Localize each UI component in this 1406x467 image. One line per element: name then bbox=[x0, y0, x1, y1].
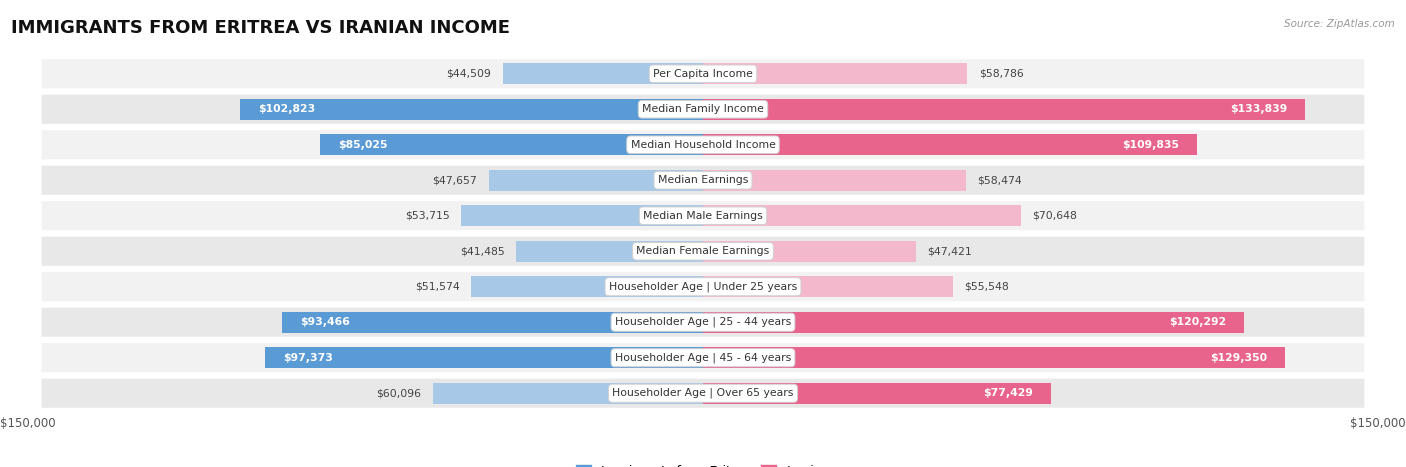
Bar bbox=[703, 241, 917, 262]
Text: Median Earnings: Median Earnings bbox=[658, 175, 748, 185]
Text: $109,835: $109,835 bbox=[1122, 140, 1180, 150]
Text: Householder Age | 45 - 64 years: Householder Age | 45 - 64 years bbox=[614, 353, 792, 363]
Bar bbox=[503, 64, 703, 84]
Bar bbox=[264, 347, 703, 368]
Bar bbox=[240, 99, 703, 120]
Text: Per Capita Income: Per Capita Income bbox=[652, 69, 754, 79]
Text: $47,421: $47,421 bbox=[928, 246, 973, 256]
Bar bbox=[703, 383, 1052, 403]
FancyBboxPatch shape bbox=[42, 343, 1364, 372]
Text: Median Family Income: Median Family Income bbox=[643, 104, 763, 114]
FancyBboxPatch shape bbox=[42, 308, 1364, 337]
FancyBboxPatch shape bbox=[42, 237, 1364, 266]
Bar bbox=[703, 276, 953, 297]
Text: $47,657: $47,657 bbox=[433, 175, 477, 185]
Bar bbox=[703, 64, 967, 84]
Text: $58,474: $58,474 bbox=[977, 175, 1022, 185]
Bar bbox=[703, 134, 1197, 155]
Text: $120,292: $120,292 bbox=[1168, 317, 1226, 327]
FancyBboxPatch shape bbox=[42, 272, 1364, 301]
Text: $85,025: $85,025 bbox=[339, 140, 388, 150]
Bar bbox=[433, 383, 703, 403]
Bar bbox=[703, 347, 1285, 368]
Text: $51,574: $51,574 bbox=[415, 282, 460, 292]
Text: $70,648: $70,648 bbox=[1032, 211, 1077, 221]
FancyBboxPatch shape bbox=[42, 130, 1364, 159]
Bar bbox=[703, 205, 1021, 226]
Bar bbox=[703, 170, 966, 191]
Bar bbox=[461, 205, 703, 226]
Bar bbox=[516, 241, 703, 262]
Bar bbox=[471, 276, 703, 297]
FancyBboxPatch shape bbox=[42, 95, 1364, 124]
Legend: Immigrants from Eritrea, Iranian: Immigrants from Eritrea, Iranian bbox=[571, 460, 835, 467]
Text: $102,823: $102,823 bbox=[259, 104, 315, 114]
Text: $93,466: $93,466 bbox=[301, 317, 350, 327]
Text: $133,839: $133,839 bbox=[1230, 104, 1286, 114]
Text: $44,509: $44,509 bbox=[447, 69, 492, 79]
Text: Median Female Earnings: Median Female Earnings bbox=[637, 246, 769, 256]
Text: $97,373: $97,373 bbox=[283, 353, 333, 363]
FancyBboxPatch shape bbox=[42, 379, 1364, 408]
Text: Householder Age | 25 - 44 years: Householder Age | 25 - 44 years bbox=[614, 317, 792, 327]
FancyBboxPatch shape bbox=[42, 166, 1364, 195]
Text: IMMIGRANTS FROM ERITREA VS IRANIAN INCOME: IMMIGRANTS FROM ERITREA VS IRANIAN INCOM… bbox=[11, 19, 510, 37]
Bar bbox=[703, 99, 1305, 120]
Text: $129,350: $129,350 bbox=[1209, 353, 1267, 363]
Text: $41,485: $41,485 bbox=[460, 246, 505, 256]
Text: Source: ZipAtlas.com: Source: ZipAtlas.com bbox=[1284, 19, 1395, 28]
Text: $55,548: $55,548 bbox=[965, 282, 1010, 292]
Text: $77,429: $77,429 bbox=[983, 388, 1033, 398]
FancyBboxPatch shape bbox=[42, 201, 1364, 230]
Text: Median Household Income: Median Household Income bbox=[630, 140, 776, 150]
Bar bbox=[283, 312, 703, 333]
Text: Median Male Earnings: Median Male Earnings bbox=[643, 211, 763, 221]
FancyBboxPatch shape bbox=[42, 59, 1364, 88]
Text: $53,715: $53,715 bbox=[405, 211, 450, 221]
Bar bbox=[703, 312, 1244, 333]
Text: $60,096: $60,096 bbox=[377, 388, 422, 398]
Bar bbox=[488, 170, 703, 191]
Text: $58,786: $58,786 bbox=[979, 69, 1024, 79]
Text: Householder Age | Over 65 years: Householder Age | Over 65 years bbox=[612, 388, 794, 398]
Bar bbox=[321, 134, 703, 155]
Text: Householder Age | Under 25 years: Householder Age | Under 25 years bbox=[609, 282, 797, 292]
